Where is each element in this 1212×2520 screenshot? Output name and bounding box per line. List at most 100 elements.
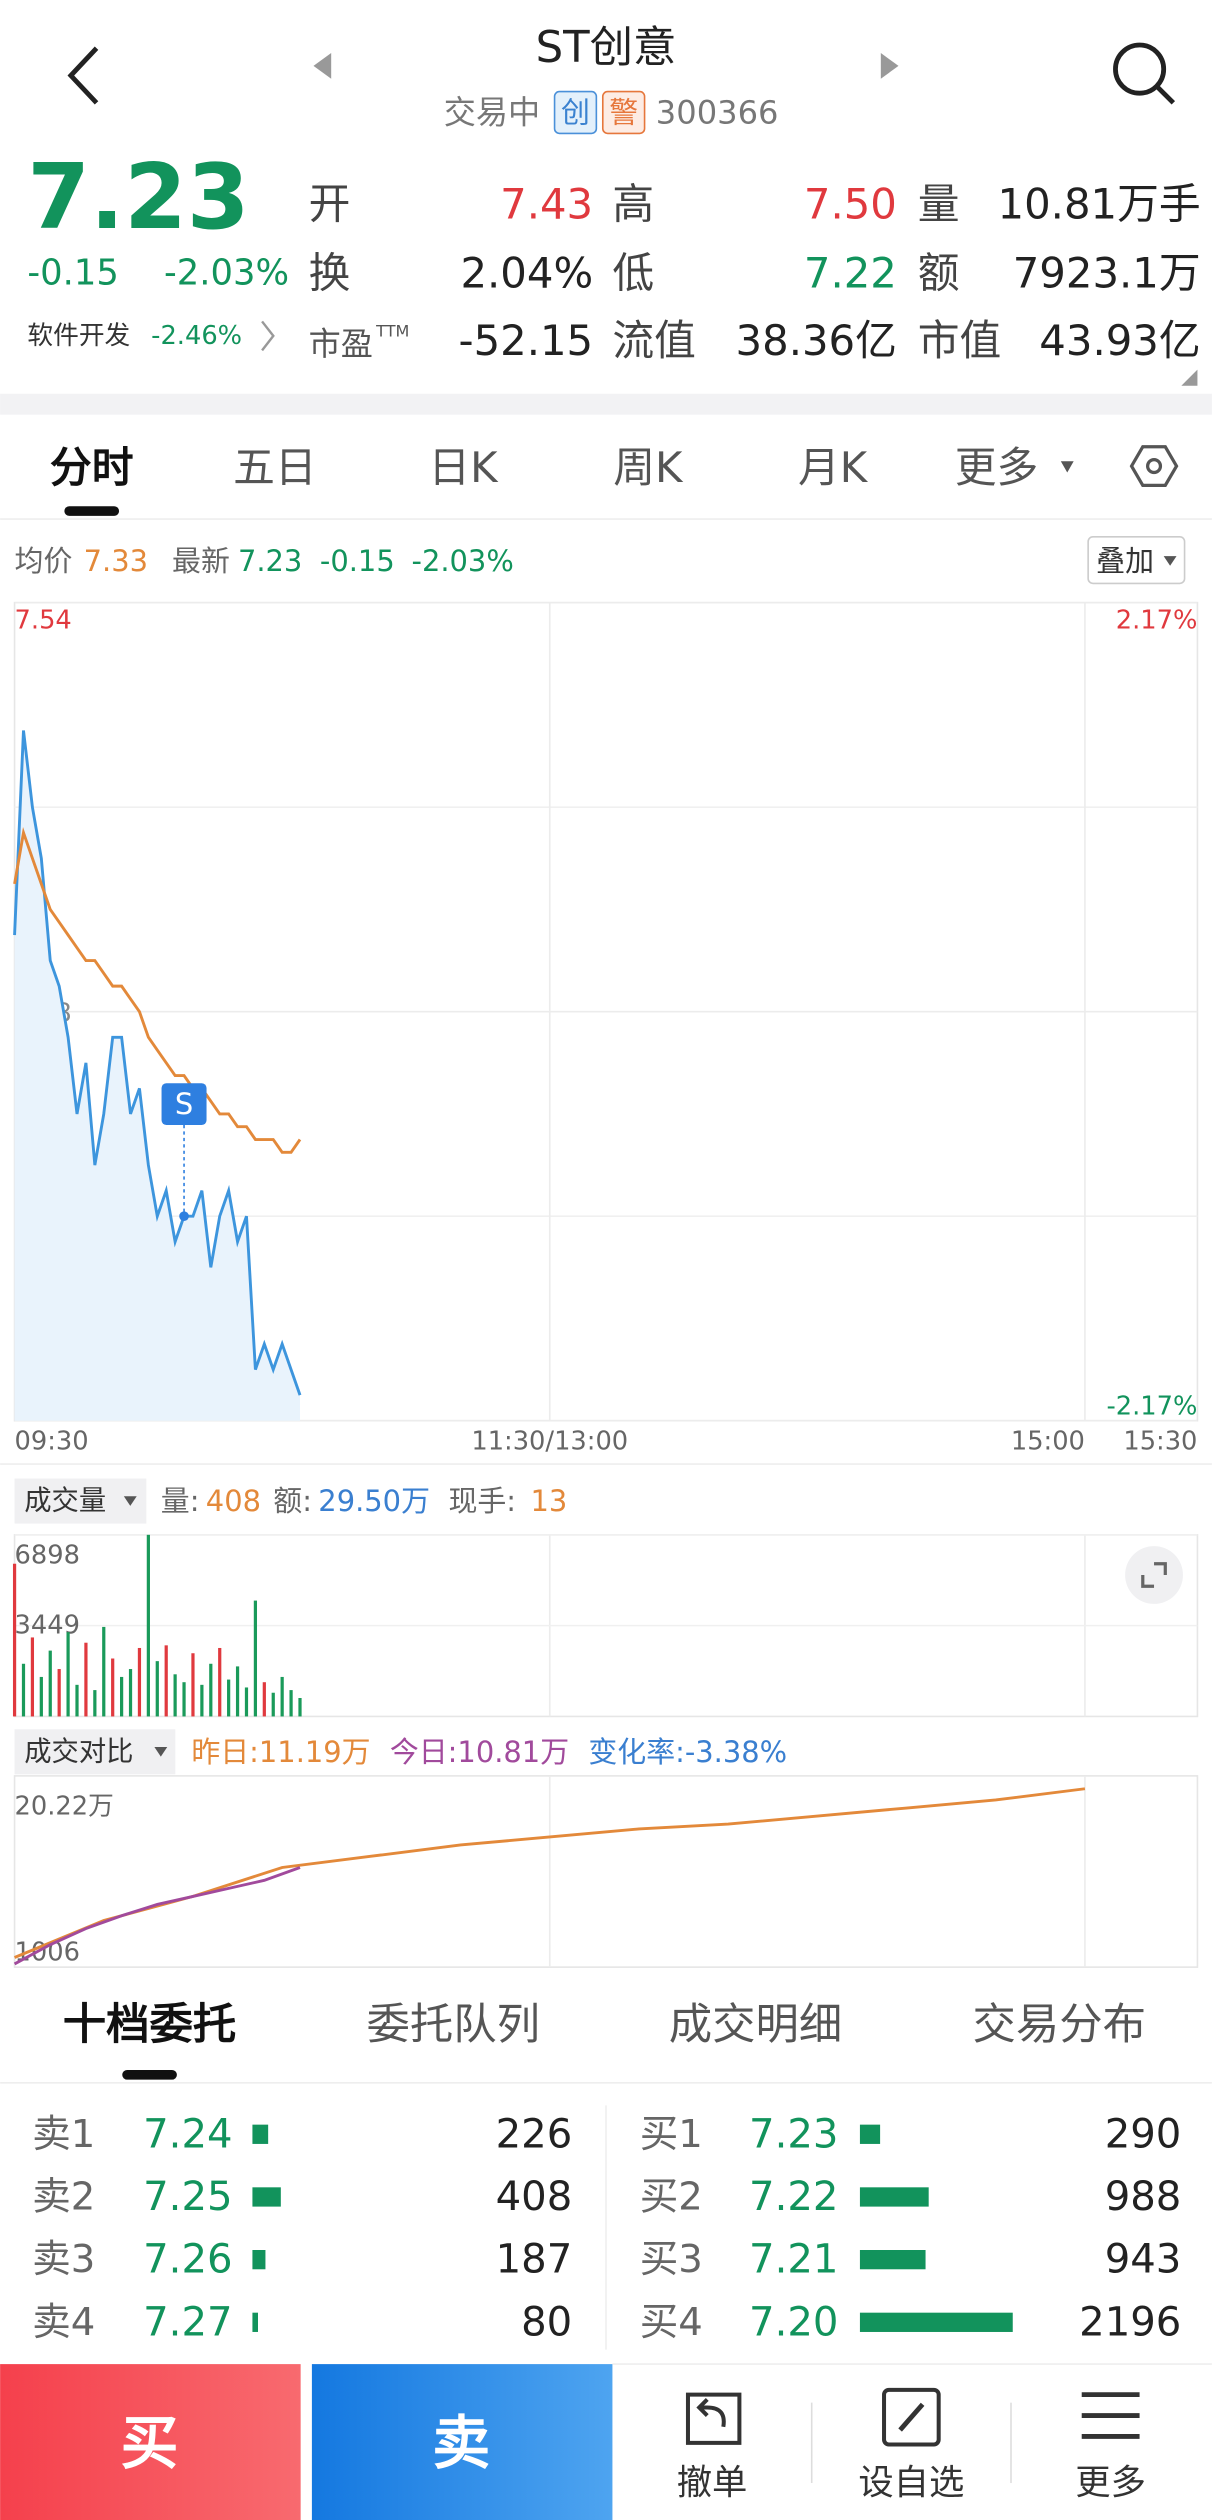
buy-button[interactable] xyxy=(0,2364,301,2520)
order-qty: 80 xyxy=(521,2299,572,2345)
sector-arrow[interactable] xyxy=(261,320,275,352)
sector-name[interactable]: 软件开发 xyxy=(27,321,130,351)
volume-bar xyxy=(280,1676,284,1717)
volume-bar xyxy=(120,1676,124,1717)
volume-bar xyxy=(200,1684,204,1717)
ratio-selector-label[interactable]: 成交对比 xyxy=(24,1736,133,1767)
order-level: 买4 xyxy=(640,2300,703,2345)
price-area xyxy=(14,730,300,1421)
order-bar xyxy=(252,2187,281,2207)
sell-button[interactable] xyxy=(311,2364,613,2520)
volume-bar xyxy=(111,1658,115,1717)
action-label[interactable]: 更多 xyxy=(1075,2463,1146,2504)
field-value: 7.43 xyxy=(500,180,593,229)
order-qty: 2196 xyxy=(1079,2299,1181,2345)
overlay-label[interactable]: 叠加 xyxy=(1096,544,1154,578)
tag: 警 xyxy=(609,96,638,130)
chart-tab[interactable]: 五日 xyxy=(233,443,317,492)
field-value: 7.22 xyxy=(804,249,897,298)
chart-tab[interactable]: 更多 xyxy=(955,443,1039,492)
book-tab[interactable]: 十档委托 xyxy=(63,2000,237,2050)
latest-change: -0.15 xyxy=(320,544,395,578)
book-tab[interactable]: 交易分布 xyxy=(972,2000,1146,2050)
chart-tab[interactable]: 分时 xyxy=(50,443,134,492)
order-price: 7.22 xyxy=(749,2174,838,2220)
order-bar xyxy=(859,2250,926,2270)
overlay-button[interactable] xyxy=(1087,535,1186,585)
order-level: 卖3 xyxy=(32,2237,95,2282)
order-qty: 187 xyxy=(496,2237,573,2283)
order-bar xyxy=(859,2187,929,2207)
tag-box xyxy=(601,90,646,135)
next-stock[interactable] xyxy=(880,53,899,79)
volume-bar xyxy=(244,1687,249,1717)
ratio-item-label: 昨日: xyxy=(191,1735,259,1769)
more-icon[interactable] xyxy=(1081,2392,1140,2439)
volume-bar xyxy=(262,1682,266,1717)
order-price: 7.25 xyxy=(143,2174,232,2220)
field-value: 38.36亿 xyxy=(736,316,897,365)
book-tab[interactable]: 成交明细 xyxy=(669,2000,843,2050)
prev-stock[interactable] xyxy=(313,53,332,79)
latest-label: 最新 xyxy=(172,544,230,578)
x-end-label: 15:30 xyxy=(1123,1427,1197,1457)
volume-selector-label[interactable]: 成交量 xyxy=(24,1486,106,1517)
tag: 创 xyxy=(561,96,590,130)
field-label: 市盈 xyxy=(309,325,373,363)
chart-tab[interactable]: 周K xyxy=(613,443,684,492)
chart-tab[interactable]: 月K xyxy=(798,443,869,492)
corner-mark xyxy=(1181,369,1198,386)
stock-code: 300366 xyxy=(656,94,779,132)
order-price: 7.27 xyxy=(143,2299,232,2345)
volume-bar xyxy=(218,1647,222,1717)
order-price: 7.20 xyxy=(749,2299,838,2345)
tag-box xyxy=(553,90,598,135)
field-value: -52.15 xyxy=(459,316,594,365)
volume-qty-label: 量: xyxy=(161,1484,200,1518)
field-value: 7923.1万 xyxy=(1013,249,1201,298)
volume-bar xyxy=(21,1663,26,1717)
expand-button[interactable] xyxy=(1125,1546,1183,1604)
volume-bar xyxy=(146,1534,150,1717)
price-change: -0.15 xyxy=(27,253,118,294)
ratio-item-value: -3.38% xyxy=(685,1735,787,1769)
volume-bar xyxy=(66,1632,70,1717)
order-qty: 943 xyxy=(1105,2237,1182,2283)
ratio-selector[interactable] xyxy=(14,1729,176,1775)
signal-badge[interactable] xyxy=(161,1083,207,1125)
volume-hand: 13 xyxy=(530,1484,567,1518)
last-price: 7.23 xyxy=(27,145,249,250)
volume-bar xyxy=(155,1661,159,1717)
chart-frame xyxy=(13,1775,1199,1968)
chart-tab[interactable]: 日K xyxy=(428,443,499,492)
order-level: 卖2 xyxy=(32,2174,95,2219)
volume-selector[interactable] xyxy=(14,1478,147,1524)
order-bar xyxy=(252,2312,258,2332)
trading-status: 交易中 xyxy=(444,94,540,132)
action-label[interactable]: 设自选 xyxy=(858,2463,964,2504)
volume-bar xyxy=(191,1653,195,1717)
buy-label[interactable]: 买 xyxy=(121,2409,179,2477)
book-tab[interactable]: 委托队列 xyxy=(367,2000,541,2050)
y-tick-label: 3449 xyxy=(15,1611,80,1641)
back-button[interactable] xyxy=(67,46,99,105)
volume-bar xyxy=(48,1650,52,1717)
action-label[interactable]: 撤单 xyxy=(677,2463,748,2504)
search-button[interactable] xyxy=(1113,42,1176,105)
order-qty: 226 xyxy=(496,2111,573,2157)
cancel-icon[interactable] xyxy=(685,2392,742,2445)
x-tick-label: 09:30 xyxy=(15,1427,89,1457)
volume-bar xyxy=(271,1692,275,1717)
order-price: 7.21 xyxy=(749,2237,838,2283)
volume-amount: 29.50万 xyxy=(318,1484,430,1518)
volume-bar xyxy=(39,1676,43,1717)
volume-bar xyxy=(164,1645,168,1717)
latest-value: 7.23 xyxy=(238,544,302,578)
watchlist-icon[interactable] xyxy=(882,2387,941,2447)
field-label: 市值 xyxy=(918,316,1002,365)
ratio-line xyxy=(13,1866,301,1966)
settings-button[interactable] xyxy=(1129,445,1179,487)
field-label-sup: TTM xyxy=(375,322,409,341)
sell-label[interactable]: 卖 xyxy=(432,2409,490,2477)
